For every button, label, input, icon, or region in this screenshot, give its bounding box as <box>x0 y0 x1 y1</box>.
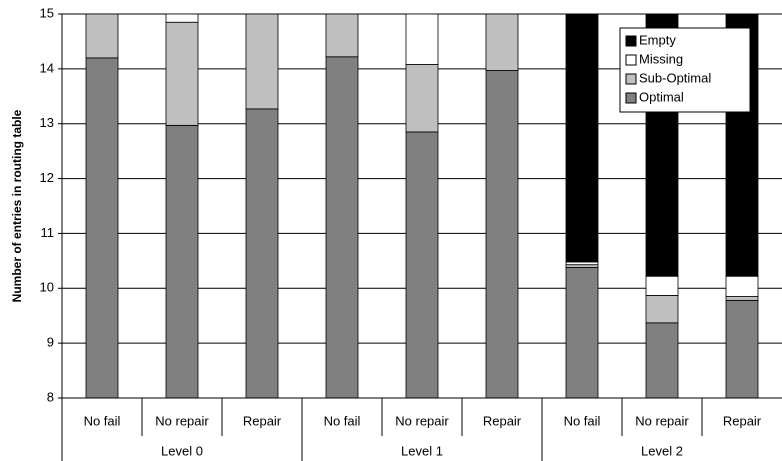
bar-segment <box>85 57 119 398</box>
y-tick-label: 9 <box>47 335 54 350</box>
legend-label: Optimal <box>639 89 684 104</box>
group-label: Level 1 <box>401 443 443 458</box>
y-tick-label: 12 <box>40 170 54 185</box>
bar-segment <box>725 299 759 398</box>
y-tick-label: 14 <box>40 60 54 75</box>
legend-label: Sub-Optimal <box>639 70 711 85</box>
bar-segment <box>725 296 759 301</box>
bar-segment <box>245 108 279 398</box>
bar-segment <box>405 64 439 133</box>
bar-segment <box>165 21 199 126</box>
x-tick-label: No repair <box>395 413 449 428</box>
bar-segment <box>645 322 679 398</box>
bar-segment <box>165 14 199 23</box>
bar-segment <box>565 267 599 398</box>
bar-segment <box>165 124 199 398</box>
legend-swatch <box>625 35 637 47</box>
bar-segment <box>85 14 119 59</box>
bar-segment <box>565 264 599 268</box>
y-tick-label: 15 <box>40 5 54 20</box>
bar-segment <box>405 14 439 65</box>
legend-swatch <box>625 54 637 66</box>
x-tick-label: No fail <box>84 413 121 428</box>
bar-segment <box>485 70 519 398</box>
legend-swatch <box>625 73 637 85</box>
x-tick-label: Repair <box>723 413 762 428</box>
group-label: Level 2 <box>641 443 683 458</box>
x-tick-label: No fail <box>324 413 361 428</box>
y-tick-label: 10 <box>40 280 54 295</box>
bar-segment <box>245 14 279 110</box>
bar-segment <box>325 14 359 58</box>
legend-label: Empty <box>639 32 676 47</box>
bar-segment <box>485 14 519 71</box>
bar-segment <box>405 131 439 398</box>
group-label: Level 0 <box>161 443 203 458</box>
x-tick-label: No repair <box>635 413 689 428</box>
bar-segment <box>645 295 679 324</box>
bar-segment <box>725 275 759 297</box>
bar-segment <box>645 275 679 296</box>
x-tick-label: Repair <box>243 413 282 428</box>
bar-segment <box>565 261 599 266</box>
y-axis-label: Number of entries in routing table <box>10 109 24 302</box>
bar-segment <box>565 14 599 263</box>
legend-box <box>619 27 751 113</box>
bar-segment <box>325 56 359 398</box>
legend-swatch <box>625 92 637 104</box>
y-tick-label: 8 <box>47 389 54 404</box>
y-tick-label: 11 <box>41 225 55 240</box>
x-tick-label: No repair <box>155 413 209 428</box>
x-tick-label: No fail <box>564 413 601 428</box>
x-tick-label: Repair <box>483 413 522 428</box>
y-tick-label: 13 <box>40 115 54 130</box>
legend-label: Missing <box>639 51 683 66</box>
